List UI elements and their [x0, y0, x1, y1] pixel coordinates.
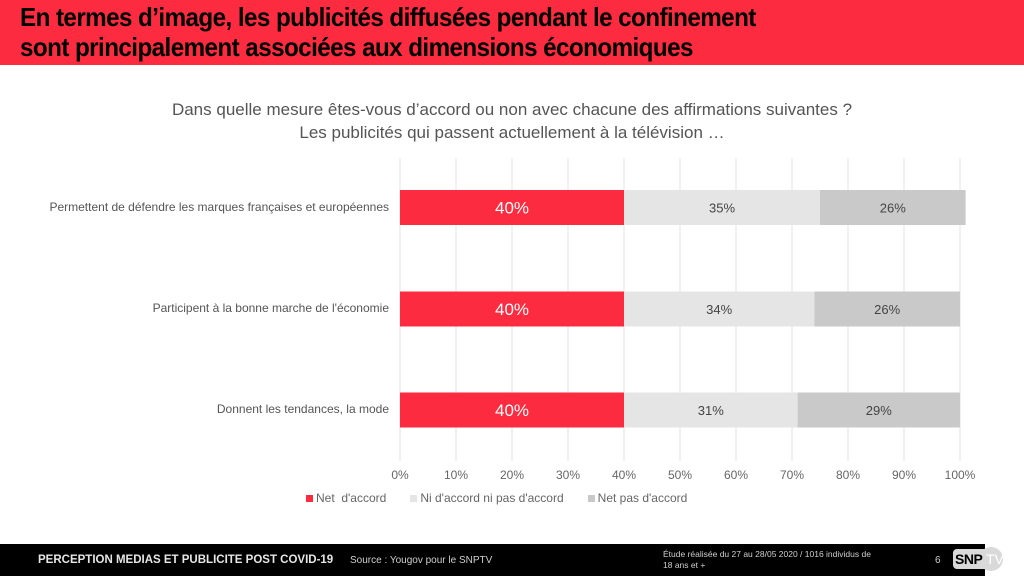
bar-segment: [814, 291, 960, 327]
legend-item: Net pas d'accord: [587, 491, 688, 505]
legend-swatch: [306, 494, 313, 502]
x-tick-label: 50%: [668, 468, 692, 482]
snptv-logo: SNP TV: [953, 547, 1011, 572]
logo-background: [953, 549, 989, 569]
bar-value-label: 40%: [495, 300, 529, 319]
page-number: 6: [935, 555, 941, 566]
legend-label: Net d'accord: [316, 491, 387, 505]
legend-swatch: [587, 494, 595, 502]
x-tick-label: 10%: [444, 468, 468, 482]
bar-value-label: 29%: [866, 403, 892, 418]
category-label: Permettent de défendre les marques franç…: [49, 199, 389, 214]
x-tick-label: 30%: [556, 468, 580, 482]
bar-segment: [624, 190, 820, 225]
chart-legend: Net d'accord Ni d'accord ni pas d'accord N…: [306, 491, 687, 505]
study-info-line-2: 18 ans et +: [663, 560, 706, 570]
bar-value-label: 35%: [709, 201, 735, 216]
bar-segment: [797, 392, 960, 428]
x-tick-label: 90%: [892, 468, 916, 482]
legend-label: Ni d'accord ni pas d'accord: [420, 491, 564, 505]
survey-question: Dans quelle mesure êtes-vous d’accord ou…: [0, 98, 1024, 144]
bar-segment: [820, 190, 966, 225]
x-tick-label: 100%: [945, 468, 976, 482]
question-line-2: Les publicités qui passent actuellement …: [299, 123, 725, 142]
x-tick-label: 20%: [500, 468, 524, 482]
category-label: Participent à la bonne marche de l'écono…: [152, 301, 389, 315]
legend-label: Net pas d'accord: [597, 491, 688, 505]
x-tick-label: 80%: [836, 468, 860, 482]
footer-source: Source : Yougov pour le SNPTV: [350, 555, 493, 566]
bar-value-label: 31%: [698, 403, 724, 418]
bar-value-label: 26%: [880, 201, 906, 216]
logo-tv-text: TV: [986, 551, 1004, 567]
x-tick-label: 70%: [780, 468, 804, 482]
bar-segment: [624, 392, 798, 428]
category-label: Donnent les tendances, la mode: [216, 402, 389, 416]
bar-segment: [400, 392, 624, 428]
footer-title: PERCEPTION MEDIAS ET PUBLICITE POST COVI…: [38, 554, 334, 566]
x-tick-label: 0%: [391, 468, 409, 482]
slide-title-line-1: En termes d’image, les publicités diffus…: [20, 2, 756, 32]
logo-text: SNP: [955, 551, 983, 567]
slide-title-line-2: sont principalement associées aux dimens…: [20, 32, 693, 62]
bar-value-label: 34%: [706, 302, 732, 317]
legend-swatch: [410, 494, 418, 502]
bar-value-label: 26%: [874, 302, 900, 317]
legend-item: Ni d'accord ni pas d'accord: [410, 491, 564, 505]
bar-segment: [400, 291, 624, 327]
footer-study-info: Étude réalisée du 27 au 28/05 2020 / 101…: [663, 549, 903, 571]
slide-title: En termes d’image, les publicités diffus…: [20, 2, 941, 62]
x-tick-label: 40%: [612, 468, 636, 482]
header-banner: En termes d’image, les publicités diffus…: [0, 0, 1024, 65]
footer-bar: PERCEPTION MEDIAS ET PUBLICITE POST COVI…: [0, 544, 985, 576]
bar-value-label: 40%: [495, 401, 529, 420]
legend-item: Net d'accord: [306, 491, 386, 505]
question-line-1: Dans quelle mesure êtes-vous d’accord ou…: [171, 100, 853, 119]
bar-segment: [400, 190, 624, 225]
bar-value-label: 40%: [495, 199, 529, 218]
bar-segment: [624, 291, 815, 327]
x-tick-label: 60%: [724, 468, 748, 482]
study-info-line-1: Étude réalisée du 27 au 28/05 2020 / 101…: [663, 549, 871, 559]
